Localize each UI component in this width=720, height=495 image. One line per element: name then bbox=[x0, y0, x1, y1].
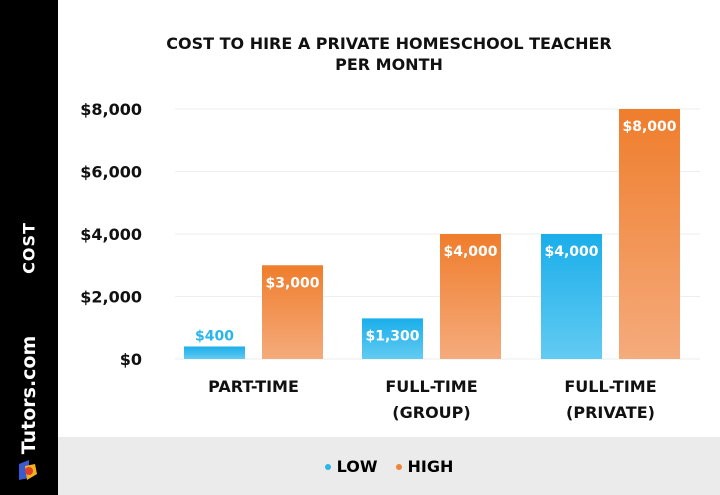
y-tick-label: $8,000 bbox=[80, 100, 142, 119]
bar-low bbox=[184, 346, 245, 359]
data-label: $8,000 bbox=[622, 119, 676, 135]
x-tick-label: (PRIVATE) bbox=[566, 403, 655, 422]
tutors-logo-icon bbox=[19, 460, 37, 480]
legend-label: LOW bbox=[336, 456, 378, 476]
sidebar: COST Tutors.com bbox=[0, 0, 58, 495]
title-line: PER MONTH bbox=[335, 55, 443, 74]
x-tick-label: (GROUP) bbox=[392, 403, 470, 422]
data-label: $1,300 bbox=[365, 328, 419, 344]
y-tick-label: $2,000 bbox=[80, 288, 142, 307]
legend-item-low: LOW bbox=[324, 456, 378, 476]
y-tick-label: $4,000 bbox=[80, 225, 142, 244]
data-label: $400 bbox=[195, 329, 234, 345]
x-tick-label: FULL-TIME bbox=[564, 377, 656, 396]
bar-low bbox=[541, 234, 602, 359]
data-label: $4,000 bbox=[544, 244, 598, 260]
title-line: COST TO HIRE A PRIVATE HOMESCHOOL TEACHE… bbox=[166, 34, 612, 53]
data-label: $4,000 bbox=[443, 244, 497, 260]
y-tick-label: $0 bbox=[120, 350, 142, 369]
y-tick-label: $6,000 bbox=[80, 163, 142, 182]
data-label: $3,000 bbox=[265, 275, 319, 291]
x-tick-label: FULL-TIME bbox=[385, 377, 477, 396]
legend: LOW HIGH bbox=[58, 437, 720, 495]
bar-low bbox=[362, 318, 423, 359]
legend-swatch bbox=[324, 464, 331, 470]
legend-swatch bbox=[395, 464, 402, 470]
bar-high bbox=[262, 265, 323, 359]
bar-chart: $0 $2,000 $4,000 $6,000 $8,000 $400 $3,000 PART… bbox=[80, 100, 700, 422]
bar-high bbox=[619, 109, 680, 359]
legend-label: HIGH bbox=[407, 456, 454, 476]
legend-item-high: HIGH bbox=[395, 456, 454, 476]
chart-title: COST TO HIRE A PRIVATE HOMESCHOOL TEACHE… bbox=[58, 33, 720, 75]
x-tick-label: PART-TIME bbox=[208, 377, 299, 396]
bar-high bbox=[440, 234, 501, 359]
